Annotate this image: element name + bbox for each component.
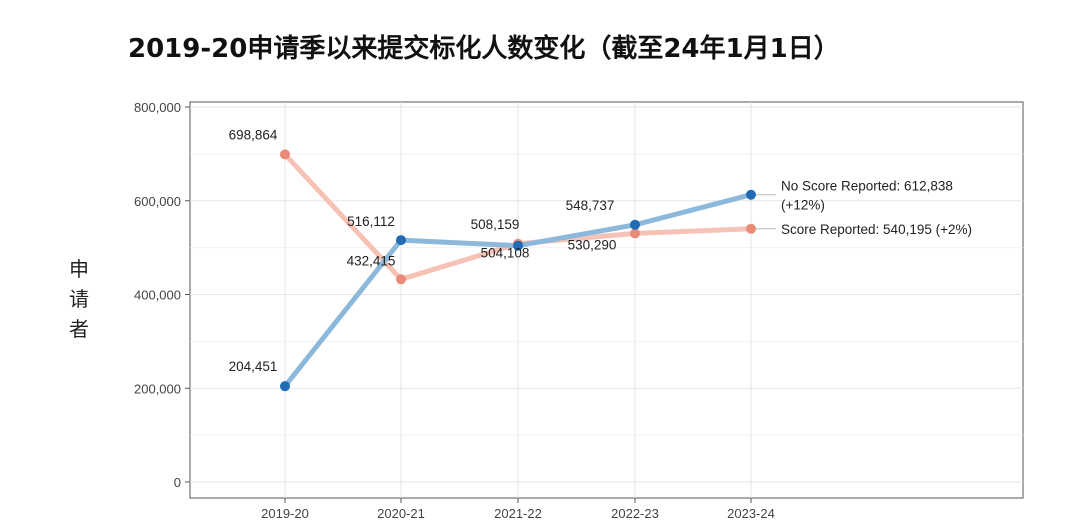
y-tick-label: 800,000 [134,100,181,115]
x-tick-label: 2022-23 [611,506,659,521]
data-label: 530,290 [568,237,617,252]
data-label: 698,864 [229,127,278,142]
data-label: 508,159 [471,217,520,232]
data-point [746,223,756,234]
end-label-no-score-change: (+12%) [781,198,825,213]
data-label: 432,415 [347,253,396,268]
data-label: 548,737 [566,198,615,213]
y-tick-label: 0 [174,475,181,490]
data-point [630,228,640,239]
x-tick-label: 2021-22 [494,506,542,521]
end-label-score: Score Reported: 540,195 (+2%) [781,222,972,237]
x-tick-label: 2023-24 [727,506,775,521]
data-label: 516,112 [347,214,395,229]
data-point [280,149,290,160]
data-point [630,219,640,230]
data-label: 204,451 [229,359,278,374]
y-tick-label: 400,000 [134,288,181,303]
plot-panel [189,101,1024,499]
data-labels: 204,451 516,112 504,108 548,737 698,864 432,4… [229,127,972,374]
data-label: 504,108 [481,246,530,261]
y-tick-label: 600,000 [134,194,181,209]
data-point [396,235,406,246]
y-axis-label: 申请者 [69,257,89,341]
x-tick-label: 2020-21 [377,506,425,521]
series-points [280,149,756,392]
y-tick-label: 200,000 [134,381,181,396]
chart-title: 2019-20申请季以来提交标化人数变化（截至24年1月1日） [128,34,840,64]
axis-ticks: 0 200,000 400,000 600,000 800,000 2019-20 2020… [134,100,775,521]
data-point [396,274,406,285]
end-label-no-score: No Score Reported: 612,838 [781,179,953,194]
data-point [746,189,756,200]
data-point [513,240,523,251]
x-tick-label: 2019-20 [261,506,309,521]
grid-lines [190,102,1023,498]
data-point [280,381,290,392]
